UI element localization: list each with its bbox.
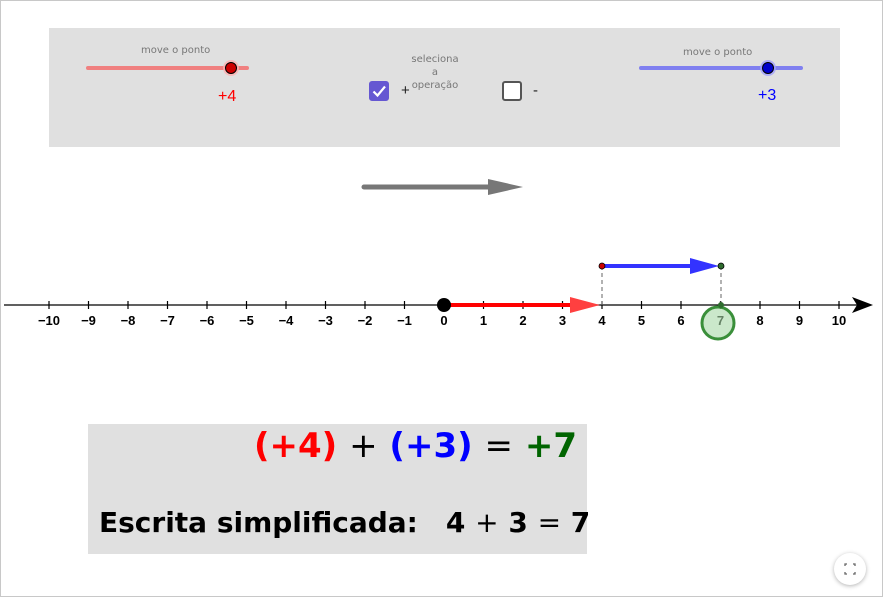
equation-term2: (+3) [389,426,473,466]
slider-left-value: +4 [218,88,237,105]
tick-label: 5 [638,313,645,328]
equation-operator: + [349,426,378,466]
fullscreen-icon [844,563,856,575]
slider-left-caption: move o ponto [141,45,211,56]
plus-checkbox-label: + [401,82,410,99]
tick-label: 3 [559,313,566,328]
slider-right-knob[interactable] [762,62,774,74]
equation-line: (+4) + (+3) = +7 [254,426,577,466]
simplified-operator: + [475,506,499,539]
second-vector [598,258,725,274]
simplified-a: 4 [445,506,466,539]
result-box: (+4) + (+3) = +7 Escrita simplificada: 4 … [88,424,590,554]
second-vector-end-point [717,262,725,270]
tick-label: −5 [239,313,254,328]
tick-label: 6 [677,313,684,328]
tick-label: 10 [832,313,846,328]
slider-right-value: +3 [758,87,777,104]
tick-label: 0 [440,313,447,328]
tick-label: 4 [598,313,606,328]
tick-label: −9 [81,313,96,328]
result-highlight-circle [700,305,736,341]
fullscreen-button[interactable] [834,553,866,585]
result-point [718,302,724,308]
simplified-label: Escrita simplificada: [99,506,418,539]
operation-selector-caption: seleciona a operação [410,53,460,92]
simplified-b: 3 [508,506,528,539]
slider-left[interactable] [86,60,249,76]
slider-right[interactable] [639,60,803,76]
control-panel [49,28,840,147]
tick-label: −3 [318,313,333,328]
tick-label: 8 [756,313,763,328]
direction-arrow [361,179,523,195]
equation-equals: = [484,426,514,466]
slider-right-caption: move o ponto [683,47,753,58]
minus-checkbox-label: - [533,82,538,99]
origin-point[interactable] [437,298,451,312]
second-vector-start-point [598,262,606,270]
tick-label: −2 [358,313,373,328]
slider-left-knob[interactable] [225,62,237,74]
check-icon [372,85,386,98]
tick-label: −7 [160,313,175,328]
tick-label: −1 [397,313,412,328]
simplified-equals: = [537,506,562,539]
simplified-line: Escrita simplificada: 4 + 3 = 7 [99,506,590,539]
tick-label: −10 [38,313,60,328]
tick-label: −6 [200,313,215,328]
equation-result: +7 [524,426,577,466]
tick-label: −8 [121,313,136,328]
tick-label: 9 [796,313,803,328]
number-line-arrowhead [852,297,873,313]
plus-checkbox[interactable] [369,81,389,101]
operation-caption-line2: operação [411,80,459,91]
tick-label: −4 [279,313,295,328]
tick-label: 2 [519,313,526,328]
equation-term1: (+4) [254,426,338,466]
tick-label: 1 [480,313,487,328]
first-vector [444,297,600,313]
minus-checkbox[interactable] [502,81,522,101]
operation-caption-line1: seleciona a [411,54,459,78]
simplified-result: 7 [570,506,591,539]
